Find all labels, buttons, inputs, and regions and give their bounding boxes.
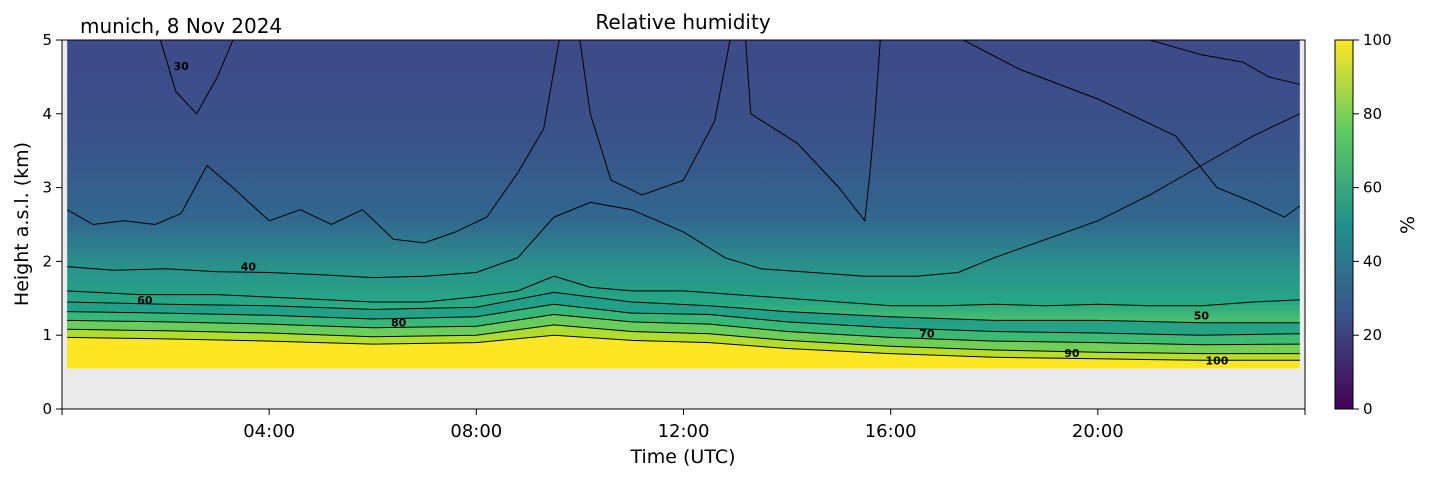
contour-label-70: 70 [919,328,935,341]
colorbar-tick-label: 80 [1363,105,1382,123]
humidity-band-70 [67,304,1300,345]
contour-line-30 [579,40,731,196]
contour-line-30 [1149,40,1300,85]
colorbar [1334,39,1354,410]
contour-label-80: 80 [391,317,407,330]
colorbar-tick-label: 60 [1363,179,1382,197]
y-tick-label: 5 [42,31,52,49]
x-tick-label: 12:00 [658,421,710,442]
chart-title: Relative humidity [595,10,770,34]
contour-label-40: 40 [241,261,257,274]
y-tick-label: 2 [42,252,52,270]
contour-line-30 [159,40,234,115]
x-tick-label: 04:00 [243,421,295,442]
contour-line-70 [67,303,1300,336]
contour-label-100: 100 [1205,354,1228,367]
colorbar-ticks: 0 20 40 60 80 100 [1353,31,1392,418]
colorbar-label: % [1397,216,1419,234]
contour-line-60 [67,291,1300,324]
x-tick-label: 08:00 [450,421,502,442]
contour-line-100 [67,334,1300,361]
y-tick-label: 3 [42,179,52,197]
y-axis-ticks: 0 1 2 3 4 5 [42,31,62,418]
contour-line-30 [66,40,560,244]
colorbar-tick-label: 100 [1363,31,1392,49]
contour-line-80 [67,313,1300,346]
colorbar-tick-label: 40 [1363,252,1382,270]
location-date-label: munich, 8 Nov 2024 [80,14,282,38]
contour-lines [66,40,1301,361]
colorbar-tick-label: 0 [1363,400,1373,418]
contour-line-30 [962,40,1301,218]
contour-line-30 [745,40,881,223]
y-tick-label: 1 [42,326,52,344]
saturated-layer [67,335,1300,369]
x-axis-label: Time (UTC) [629,446,735,468]
y-axis-label: Height a.s.l. (km) [11,142,33,306]
contour-label-90: 90 [1064,347,1080,360]
humidity-field [67,40,1300,369]
contour-label-50: 50 [1194,309,1210,322]
contour-label-60: 60 [137,294,153,307]
x-tick-label: 16:00 [865,421,917,442]
x-axis-ticks: 04:00 08:00 12:00 16:00 20:00 [61,409,1306,442]
x-tick-label: 20:00 [1072,421,1124,442]
contour-line-90 [67,324,1300,355]
y-tick-label: 4 [42,105,52,123]
colorbar-tick-label: 20 [1363,326,1382,344]
contour-line-40 [67,113,1301,279]
humidity-band-90 [67,324,1300,361]
contour-label-30: 30 [173,60,189,73]
contour-labels: 30 40 60 80 70 50 90 100 [137,60,1229,367]
humidity-band-80 [67,314,1300,354]
y-tick-label: 0 [42,400,52,418]
contour-line-50 [67,275,1300,307]
